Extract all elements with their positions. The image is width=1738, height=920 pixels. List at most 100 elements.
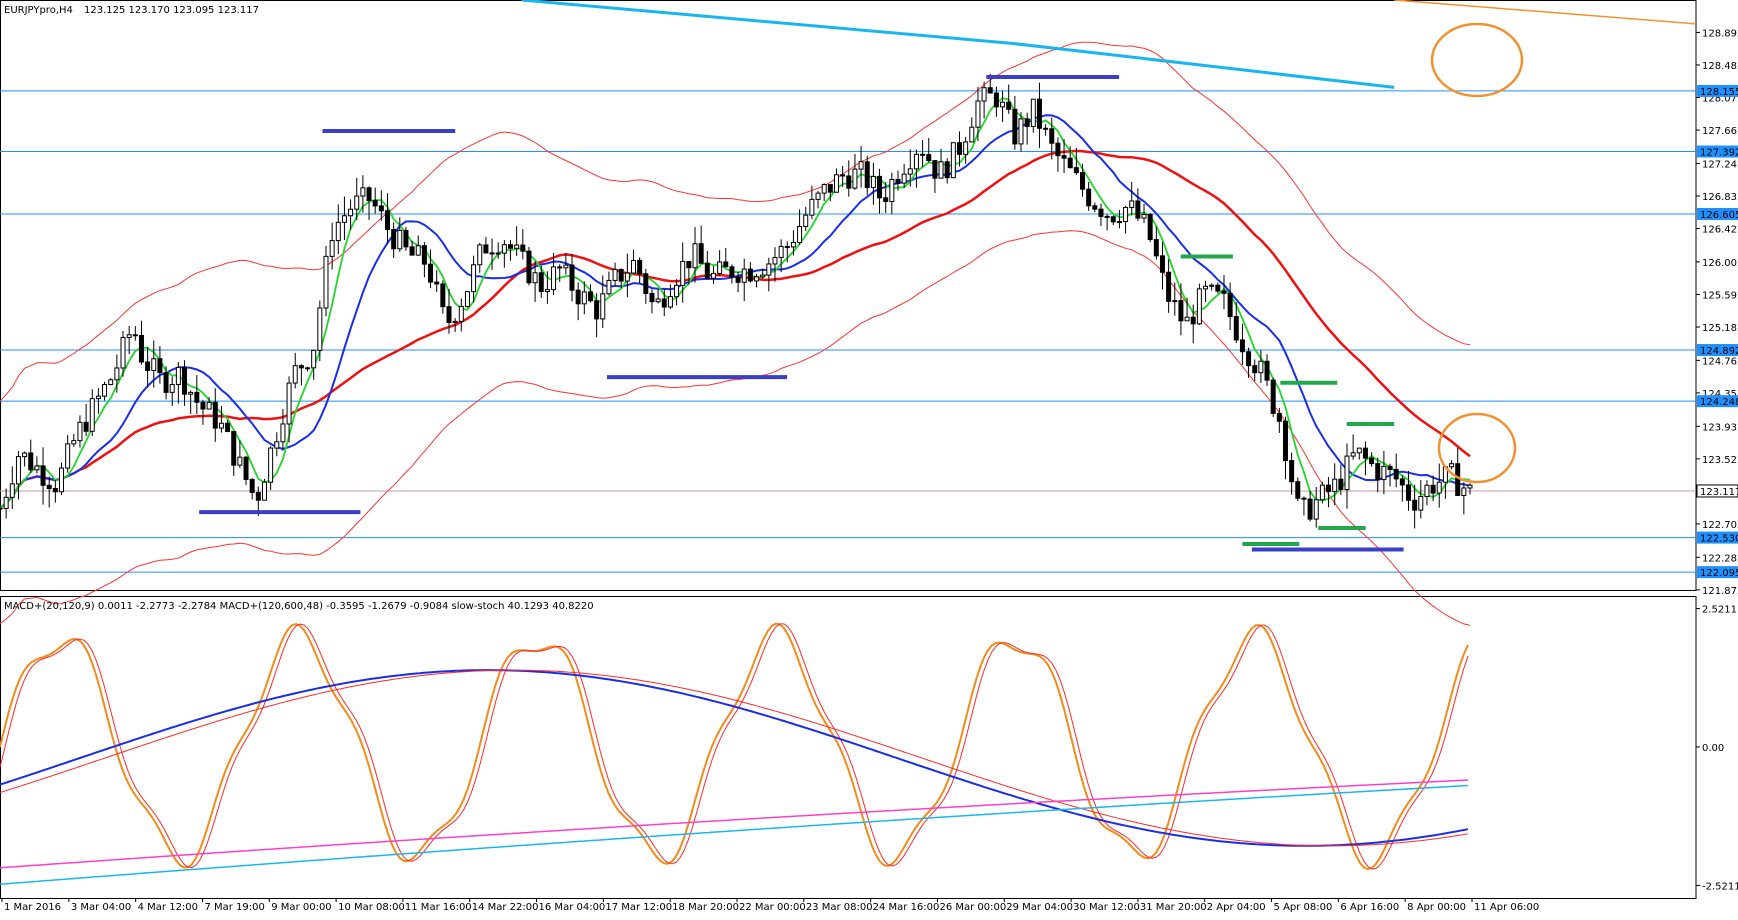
candle-body bbox=[698, 243, 704, 264]
level-label-box bbox=[1697, 566, 1738, 579]
time-tick-label: 14 Mar 22:00 bbox=[472, 902, 539, 913]
candle-body bbox=[950, 142, 956, 179]
candle-body bbox=[483, 244, 489, 254]
candle-body bbox=[1264, 360, 1270, 381]
candle-body bbox=[335, 221, 341, 242]
candle-body bbox=[1276, 412, 1282, 422]
time-axis: 1 Mar 2016 3 Mar 04:00 4 Mar 12:00 7 Mar 19… bbox=[1, 898, 1539, 913]
candle-body bbox=[526, 250, 532, 284]
time-tick-label: 5 Apr 08:00 bbox=[1274, 902, 1333, 913]
time-tick-label: 31 Mar 20:00 bbox=[1140, 902, 1207, 913]
candle-body bbox=[1036, 98, 1042, 129]
candle-body bbox=[864, 161, 870, 189]
candle-body bbox=[1018, 118, 1024, 145]
time-tick-label: 1 Mar 2016 bbox=[4, 902, 61, 913]
level-label-box bbox=[1697, 531, 1738, 544]
candle-body bbox=[766, 263, 772, 276]
candle-body bbox=[686, 260, 692, 269]
candle-body bbox=[741, 268, 747, 283]
candle-body bbox=[434, 281, 440, 285]
candle-body bbox=[944, 161, 950, 179]
candle-body bbox=[1043, 127, 1049, 130]
candle-body bbox=[883, 197, 889, 203]
candle-body bbox=[1172, 300, 1178, 303]
candle-body bbox=[772, 256, 778, 265]
candle-body bbox=[846, 175, 852, 189]
candle-body bbox=[975, 100, 981, 128]
candle-body bbox=[452, 320, 458, 323]
candle-body bbox=[341, 215, 347, 223]
candle-body bbox=[594, 300, 600, 320]
candle-body bbox=[22, 452, 28, 458]
candle-body bbox=[378, 205, 384, 212]
candle-body bbox=[231, 430, 237, 466]
candle-body bbox=[323, 255, 329, 309]
candle-body bbox=[723, 261, 729, 268]
price-axis: 128.892 128.482 128.072 127.662 127.242 126.8… bbox=[1696, 28, 1738, 597]
candle-body bbox=[1116, 221, 1122, 224]
level-label-box bbox=[1697, 84, 1738, 97]
oscillator-lines bbox=[0, 622, 1469, 886]
candle-body bbox=[1178, 300, 1184, 322]
candle-body bbox=[901, 173, 907, 184]
osc-tick-label: 2.5211 bbox=[1702, 605, 1737, 616]
price-panel: 128.892 128.482 128.072 127.662 127.242 126.8… bbox=[0, 0, 1738, 626]
highlight-circle-top bbox=[1430, 22, 1524, 98]
candle-body bbox=[1135, 200, 1141, 219]
time-tick-label: 11 Mar 16:00 bbox=[405, 902, 472, 913]
candle-body bbox=[1393, 468, 1399, 480]
price-tick-label: 122.702 bbox=[1702, 520, 1738, 531]
candle-body bbox=[280, 423, 286, 443]
candle-body bbox=[1203, 285, 1209, 290]
time-tick-label: 4 Mar 12:00 bbox=[138, 902, 198, 913]
candle-body bbox=[249, 478, 255, 493]
candle-body bbox=[557, 266, 563, 269]
time-tick-label: 26 Mar 00:00 bbox=[939, 902, 1006, 913]
candle-body bbox=[981, 87, 987, 102]
candle-body bbox=[15, 456, 21, 485]
level-label-box bbox=[1697, 145, 1738, 158]
price-tick-label: 124.762 bbox=[1702, 356, 1738, 367]
candle-body bbox=[354, 195, 360, 210]
candle-body bbox=[0, 507, 3, 510]
time-tick-label: 16 Mar 04:00 bbox=[539, 902, 606, 913]
candle-body bbox=[188, 391, 194, 395]
stoch-main-line bbox=[0, 622, 1469, 871]
candle-body bbox=[618, 268, 624, 282]
candle-body bbox=[1104, 215, 1110, 218]
candle-body bbox=[409, 246, 415, 256]
candle-body bbox=[1399, 478, 1405, 486]
time-tick-label: 24 Mar 16:00 bbox=[873, 902, 940, 913]
candle-body bbox=[631, 259, 637, 274]
candle-body bbox=[317, 307, 323, 351]
candle-body bbox=[157, 358, 163, 374]
candle-body bbox=[1412, 499, 1418, 511]
candle-body bbox=[1350, 452, 1356, 457]
candle-body bbox=[1295, 481, 1301, 499]
candle-body bbox=[292, 365, 298, 384]
price-tick-label: 121.872 bbox=[1702, 586, 1738, 597]
candle-body bbox=[274, 441, 280, 449]
candle-body bbox=[870, 175, 876, 189]
envelope-lower bbox=[0, 230, 1471, 626]
candle-body bbox=[643, 273, 649, 294]
chart-ohlc: 123.125 123.170 123.095 123.117 bbox=[84, 5, 259, 16]
candlesticks bbox=[0, 73, 1473, 529]
candle-body bbox=[212, 401, 218, 429]
highlight-circles bbox=[1430, 22, 1524, 484]
candle-body bbox=[655, 298, 661, 303]
price-tick-label: 126.002 bbox=[1702, 258, 1738, 269]
candle-body bbox=[458, 305, 464, 322]
candle-body bbox=[1190, 316, 1196, 325]
macd-slow-line bbox=[0, 784, 1469, 886]
candle-body bbox=[569, 264, 575, 291]
candle-body bbox=[514, 244, 520, 249]
candle-body bbox=[34, 465, 40, 471]
candle-body bbox=[1073, 167, 1079, 174]
level-label: 124.892 bbox=[1700, 346, 1738, 357]
candle-body bbox=[754, 276, 760, 282]
candle-body bbox=[28, 452, 34, 471]
envelope-upper bbox=[0, 41, 1471, 402]
candle-body bbox=[9, 483, 15, 498]
